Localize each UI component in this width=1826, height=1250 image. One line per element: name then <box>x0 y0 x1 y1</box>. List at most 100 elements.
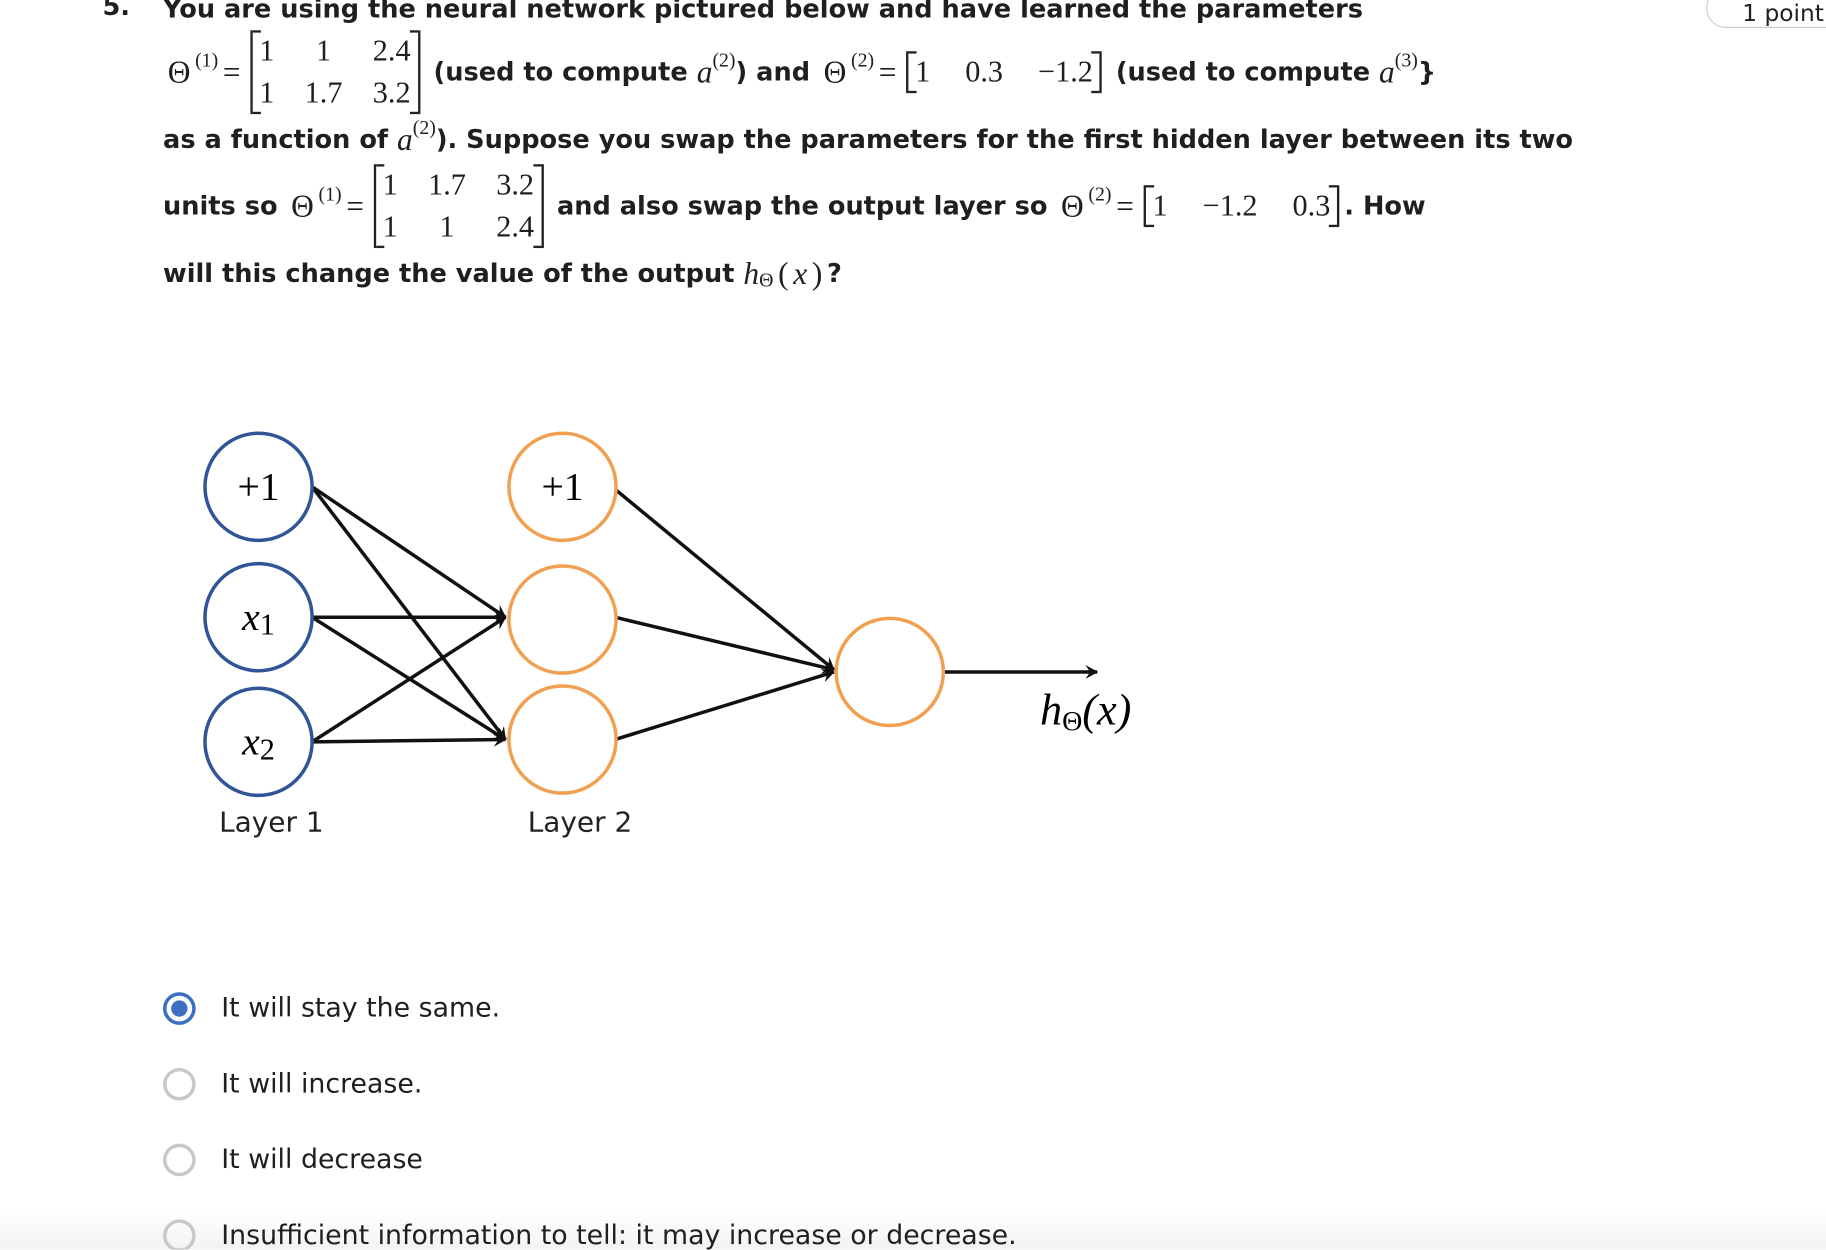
radio-button[interactable] <box>163 992 196 1025</box>
math: = <box>222 54 241 90</box>
matrix-entry: 1.7 <box>304 75 343 110</box>
math-var: a <box>696 54 713 90</box>
radio-button[interactable] <box>163 1067 196 1101</box>
option-text: It will decrease <box>221 1144 423 1176</box>
edge <box>311 485 507 619</box>
node <box>203 686 314 798</box>
row-vector: 1 0.3 −1.2 <box>905 51 1103 94</box>
subscript: Θ <box>759 269 774 292</box>
vector-entry: 0.3 <box>965 54 1004 89</box>
superscript: (1) <box>318 182 342 205</box>
output-label: hΘ(x) <box>1040 685 1131 737</box>
vector-entry: −1.2 <box>1202 188 1258 223</box>
edge <box>613 487 835 671</box>
text: You are using the neural network picture… <box>163 0 1363 24</box>
superscript: (3) <box>1394 48 1418 72</box>
superscript: (2) <box>712 48 736 72</box>
node-label: x1 <box>241 595 275 642</box>
text: units so <box>163 191 287 221</box>
matrix-entry: 3.2 <box>496 167 535 202</box>
vector-entry: 0.3 <box>1292 188 1331 223</box>
text: ) and <box>735 57 819 87</box>
math: ) <box>811 255 823 291</box>
edge <box>311 615 507 744</box>
matrix-entry: 1 <box>439 209 455 244</box>
math: = <box>346 188 365 224</box>
question-line: You are using the neural network picture… <box>163 0 1363 52</box>
option-text: It will stay the same. <box>221 993 501 1024</box>
superscript: (1) <box>195 48 219 72</box>
layer-label: Layer 2 <box>528 806 633 839</box>
superscript: (2) <box>850 48 875 72</box>
label-main: x <box>241 595 260 639</box>
answer-option[interactable]: Insufficient information to tell: it may… <box>163 1219 1017 1250</box>
matrix: 1 1 2.4 1 1.7 3.2 <box>249 30 420 115</box>
matrix-entry: 1 <box>382 167 398 202</box>
matrix: 1 1.7 3.2 1 1 2.4 <box>373 164 544 249</box>
option-text: It will increase. <box>221 1069 423 1100</box>
label-main: +1 <box>541 465 583 509</box>
points-badge: 1 point <box>1706 0 1826 28</box>
vector-entry: −1.2 <box>1037 54 1093 89</box>
text: as a function of <box>163 125 398 155</box>
matrix-entry: 2.4 <box>372 33 411 68</box>
node <box>507 684 618 795</box>
math: Θ <box>291 188 314 224</box>
math: ( <box>778 255 789 291</box>
math-var: h <box>743 255 760 291</box>
output-sub: Θ <box>1062 706 1082 737</box>
question-line: as a function of a (2)). Suppose you swap… <box>163 97 1573 183</box>
matrix-entry: 1 <box>382 209 398 244</box>
bottom-fade <box>0 1211 1826 1250</box>
label-main: x <box>241 720 260 764</box>
edge <box>614 668 835 742</box>
radio-button[interactable] <box>163 1219 196 1250</box>
node-label: +1 <box>541 465 583 509</box>
radio-button[interactable] <box>163 1143 196 1177</box>
edge <box>312 732 507 747</box>
edge <box>310 485 507 741</box>
matrix-entry: 1.7 <box>428 167 466 202</box>
answer-option[interactable]: It will stay the same. <box>163 992 500 1025</box>
edges <box>310 485 1099 747</box>
row-vector: 1 −1.2 0.3 <box>1143 185 1340 228</box>
node <box>834 616 946 728</box>
node <box>507 431 618 543</box>
math: = <box>1116 188 1134 224</box>
label-main: +1 <box>237 465 279 509</box>
label-sub: 1 <box>260 608 275 642</box>
node <box>507 564 618 675</box>
superscript: (2) <box>412 116 436 139</box>
math-var: x <box>793 255 808 291</box>
question-line: will this change the value of the output… <box>163 231 842 317</box>
text: and also swap the output layer so <box>548 191 1057 221</box>
text: . How <box>1344 191 1426 221</box>
node-label: x2 <box>241 720 275 767</box>
matrix-entry: 1 <box>259 75 275 110</box>
text: will this change the value of the output <box>163 259 744 289</box>
vector-entry: 1 <box>915 54 931 89</box>
superscript: (2) <box>1088 182 1112 205</box>
node <box>203 561 314 673</box>
answer-option[interactable]: It will increase. <box>163 1067 423 1101</box>
math-var: a <box>1379 54 1395 90</box>
matrix-entry: 1 <box>259 33 275 68</box>
output-symbol: h <box>1040 685 1062 734</box>
text: } <box>1417 57 1437 87</box>
nodes <box>203 431 946 798</box>
edge <box>614 615 835 674</box>
node-label: +1 <box>237 465 279 509</box>
text: ? <box>826 259 842 289</box>
question-line: Θ (1) = 1 1 2.4 1 1.7 3.2 (used to compute a (2))… <box>163 29 1436 115</box>
math: Θ <box>823 54 847 90</box>
text: ). Suppose you swap the parameters for t… <box>435 125 1574 155</box>
matrix-entry: 3.2 <box>372 75 411 110</box>
answer-option[interactable]: It will decrease <box>163 1143 423 1177</box>
text: (used to compute <box>1106 57 1380 87</box>
matrix-entry: 2.4 <box>496 209 535 244</box>
math: Θ <box>167 54 191 90</box>
question-line: units so Θ (1) = 1 1.7 3.2 1 1 2.4 and also swap… <box>163 163 1426 249</box>
output-arg: (x) <box>1082 685 1131 734</box>
